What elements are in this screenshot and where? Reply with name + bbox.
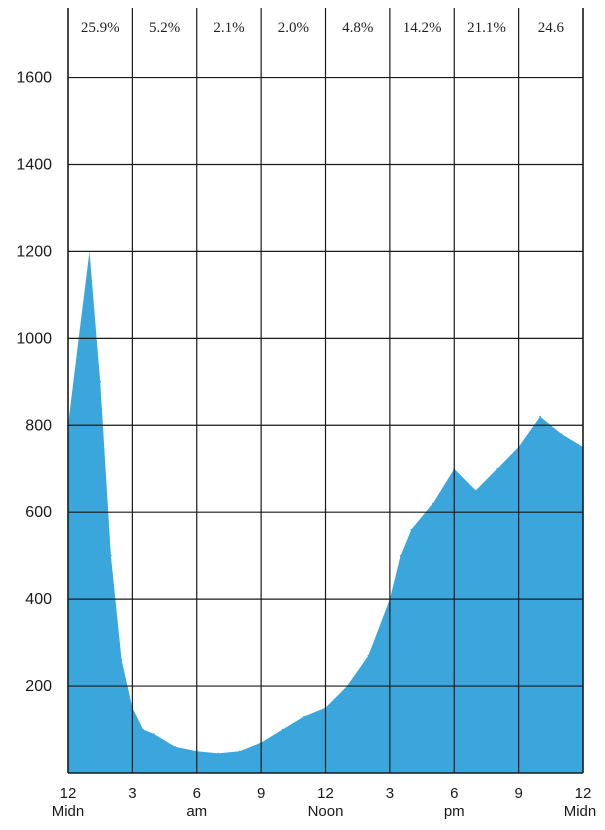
- x-sub-label: am: [186, 803, 207, 820]
- data-point: [474, 489, 477, 492]
- x-sub-label: Midn: [52, 803, 85, 820]
- data-point: [142, 728, 144, 731]
- data-point: [120, 659, 123, 661]
- x-tick-label: 6: [450, 785, 458, 802]
- percentage-label: 2.1%: [213, 20, 244, 36]
- x-sub-label: Midn: [564, 803, 597, 820]
- y-tick-label: 200: [25, 678, 52, 695]
- x-sub-label: Noon: [308, 803, 344, 820]
- y-tick-label: 1600: [16, 70, 52, 87]
- data-point: [281, 728, 284, 731]
- data-point: [153, 733, 155, 735]
- y-tick-label: 800: [25, 417, 52, 434]
- x-tick-label: 3: [128, 785, 136, 802]
- x-tick-label: 9: [257, 785, 265, 802]
- data-point: [539, 415, 541, 418]
- x-tick-label: 3: [386, 785, 394, 802]
- data-point: [399, 554, 402, 557]
- data-point: [432, 502, 434, 505]
- data-point: [99, 381, 101, 383]
- y-tick-label: 1400: [16, 156, 52, 173]
- data-point: [367, 654, 370, 657]
- data-point: [217, 752, 219, 755]
- percentage-label: 21.1%: [467, 20, 506, 36]
- percentage-label: 24.6: [538, 20, 565, 36]
- x-tick-label: 6: [193, 785, 201, 802]
- data-point: [110, 554, 112, 557]
- percentage-label: 25.9%: [81, 20, 120, 36]
- percentage-label: 5.2%: [149, 20, 180, 36]
- data-point: [238, 750, 241, 753]
- x-tick-label: 9: [514, 785, 522, 802]
- data-point: [560, 433, 563, 435]
- x-tick-label: 12: [575, 785, 592, 802]
- y-tick-label: 600: [25, 504, 52, 521]
- data-point: [496, 467, 499, 470]
- x-sub-label: pm: [444, 803, 465, 820]
- x-tick-label: 12: [317, 785, 334, 802]
- y-tick-label: 1000: [16, 330, 52, 347]
- data-point: [303, 715, 305, 718]
- x-tick-label: 12: [60, 785, 77, 802]
- percentage-label: 4.8%: [342, 20, 373, 36]
- y-tick-label: 1200: [16, 243, 52, 260]
- data-point: [410, 528, 413, 531]
- y-tick-label: 400: [25, 591, 52, 608]
- data-point: [174, 746, 177, 748]
- percentage-label: 2.0%: [278, 20, 309, 36]
- percentage-label: 14.2%: [403, 20, 442, 36]
